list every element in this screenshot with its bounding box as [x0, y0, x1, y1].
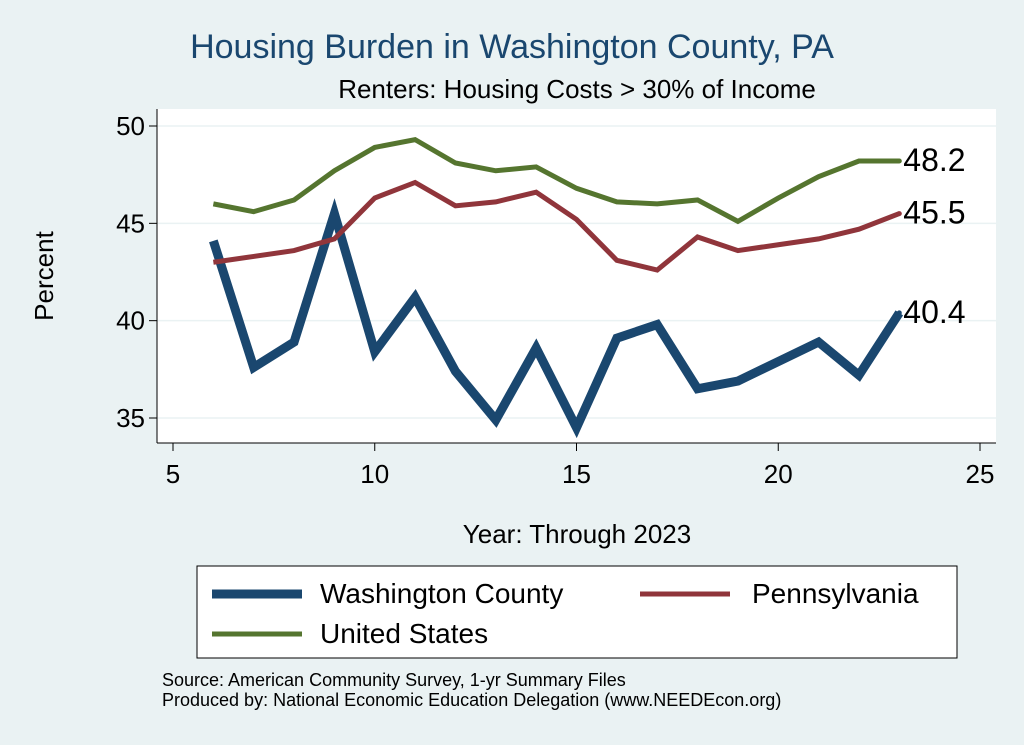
end-point-united-states: [896, 158, 902, 164]
x-tick-label-5: 5: [166, 459, 180, 489]
legend: Washington County Pennsylvania United Stat…: [212, 578, 919, 649]
legend-label-washington-county: Washington County: [320, 578, 563, 609]
x-tick-label-10: 10: [360, 459, 389, 489]
end-labels: 40.4 45.5 48.2: [896, 142, 966, 330]
y-tick-label-40: 40: [116, 306, 145, 336]
chart-title: Housing Burden in Washington County, PA: [190, 28, 834, 66]
series-lines: [209, 136, 904, 439]
end-point-washington-county: [896, 310, 902, 316]
legend-label-pennsylvania: Pennsylvania: [752, 578, 919, 609]
y-tick-label-50: 50: [116, 111, 145, 141]
series-line-washington-county: [209, 198, 904, 439]
producer-note: Produced by: National Economic Education…: [162, 690, 782, 710]
source-note: Source: American Community Survey, 1-yr …: [162, 670, 626, 690]
series-line-pennsylvania: [212, 179, 901, 273]
end-label-washington-county: 40.4: [903, 294, 965, 330]
legend-label-united-states: United States: [320, 618, 488, 649]
y-tick-label-45: 45: [116, 208, 145, 238]
y-axis-label: Percent: [29, 230, 59, 320]
x-axis-label: Year: Through 2023: [463, 519, 691, 549]
series-line-united-states: [212, 136, 900, 225]
x-tick-label-15: 15: [562, 459, 591, 489]
end-label-pennsylvania: 45.5: [903, 195, 965, 231]
y-tick-label-35: 35: [116, 403, 145, 433]
axes: 35 40 45 50 5 10 15 20 25: [116, 109, 996, 489]
end-label-united-states: 48.2: [903, 142, 965, 178]
chart-subtitle: Renters: Housing Costs > 30% of Income: [338, 74, 816, 104]
x-tick-label-20: 20: [764, 459, 793, 489]
legend-box: [196, 565, 958, 659]
x-tick-label-25: 25: [966, 459, 995, 489]
end-point-pennsylvania: [896, 211, 902, 217]
